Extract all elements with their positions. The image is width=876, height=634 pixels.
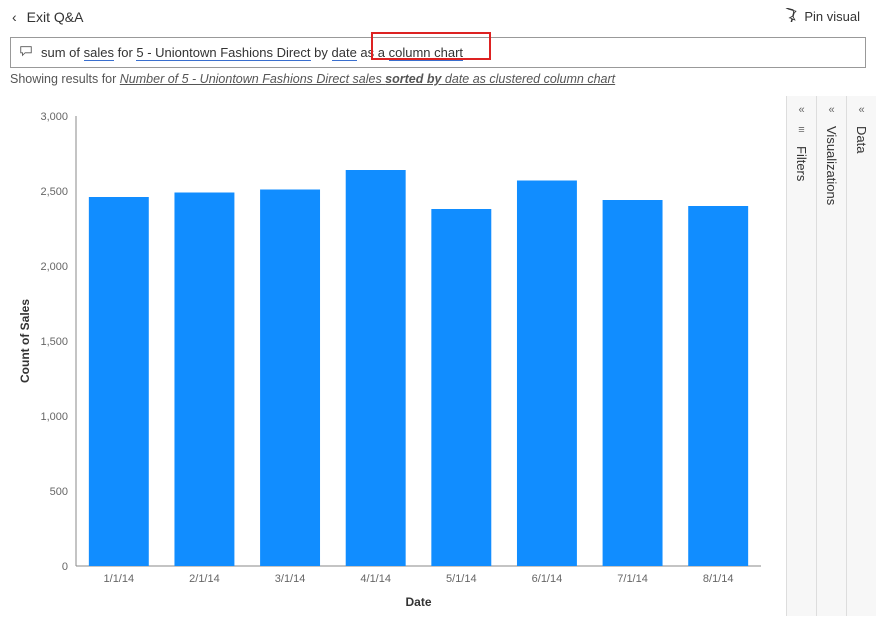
filters-panel[interactable]: « ≡ Filters xyxy=(786,96,816,616)
results-em1: Number of 5 - Uniontown Fashions Direct … xyxy=(120,72,385,86)
body-row: 0 500 1,000 1,500 2,000 2,500 3,000 Count of Sa… xyxy=(0,96,876,616)
pin-visual-label: Pin visual xyxy=(804,9,860,24)
filters-label: Filters xyxy=(794,146,809,181)
collapse-chevron-icon[interactable]: « xyxy=(858,104,864,116)
pin-visual-button[interactable]: Pin visual xyxy=(784,8,860,25)
svg-text:1,500: 1,500 xyxy=(40,336,68,348)
svg-text:6/1/14: 6/1/14 xyxy=(532,573,563,585)
topbar: ‹ Exit Q&A Pin visual xyxy=(0,0,876,31)
svg-text:500: 500 xyxy=(50,486,68,498)
svg-text:8/1/14: 8/1/14 xyxy=(703,573,734,585)
svg-text:2,500: 2,500 xyxy=(40,186,68,198)
svg-text:3/1/14: 3/1/14 xyxy=(275,573,306,585)
qna-query-input[interactable]: sum of sales for 5 - Uniontown Fashions … xyxy=(10,37,866,68)
filter-icon: ≡ xyxy=(798,124,804,136)
results-em2: date as clustered column chart xyxy=(441,72,615,86)
visualizations-label: Visualizations xyxy=(824,126,839,205)
chat-icon xyxy=(19,44,33,61)
side-panels: « ≡ Filters « Visualizations « Data xyxy=(786,96,876,616)
collapse-chevron-icon[interactable]: « xyxy=(828,104,834,116)
pin-icon xyxy=(784,8,798,25)
qna-query-text: sum of sales for 5 - Uniontown Fashions … xyxy=(41,45,463,60)
svg-text:1,000: 1,000 xyxy=(40,411,68,423)
collapse-chevron-icon[interactable]: « xyxy=(798,104,804,116)
column-chart: 0 500 1,000 1,500 2,000 2,500 3,000 Count of Sa… xyxy=(4,96,778,616)
results-bold: sorted by xyxy=(385,72,441,86)
results-description: Showing results for Number of 5 - Uniont… xyxy=(10,72,866,86)
back-chevron-icon[interactable]: ‹ xyxy=(12,9,17,25)
svg-text:7/1/14: 7/1/14 xyxy=(617,573,648,585)
svg-text:Date: Date xyxy=(405,595,431,609)
svg-text:4/1/14: 4/1/14 xyxy=(360,573,391,585)
svg-text:1/1/14: 1/1/14 xyxy=(104,573,135,585)
data-label: Data xyxy=(854,126,869,153)
chart-area: 0 500 1,000 1,500 2,000 2,500 3,000 Count of Sa… xyxy=(0,96,786,616)
svg-text:0: 0 xyxy=(62,561,68,573)
exit-qna-button[interactable]: Exit Q&A xyxy=(27,9,84,25)
results-prefix: Showing results for xyxy=(10,72,120,86)
svg-text:2,000: 2,000 xyxy=(40,261,68,273)
topbar-left: ‹ Exit Q&A xyxy=(12,9,83,25)
svg-text:5/1/14: 5/1/14 xyxy=(446,573,477,585)
data-panel[interactable]: « Data xyxy=(846,96,876,616)
svg-text:2/1/14: 2/1/14 xyxy=(189,573,220,585)
svg-text:Count of Sales: Count of Sales xyxy=(18,299,32,383)
svg-text:3,000: 3,000 xyxy=(40,111,68,123)
visualizations-panel[interactable]: « Visualizations xyxy=(816,96,846,616)
